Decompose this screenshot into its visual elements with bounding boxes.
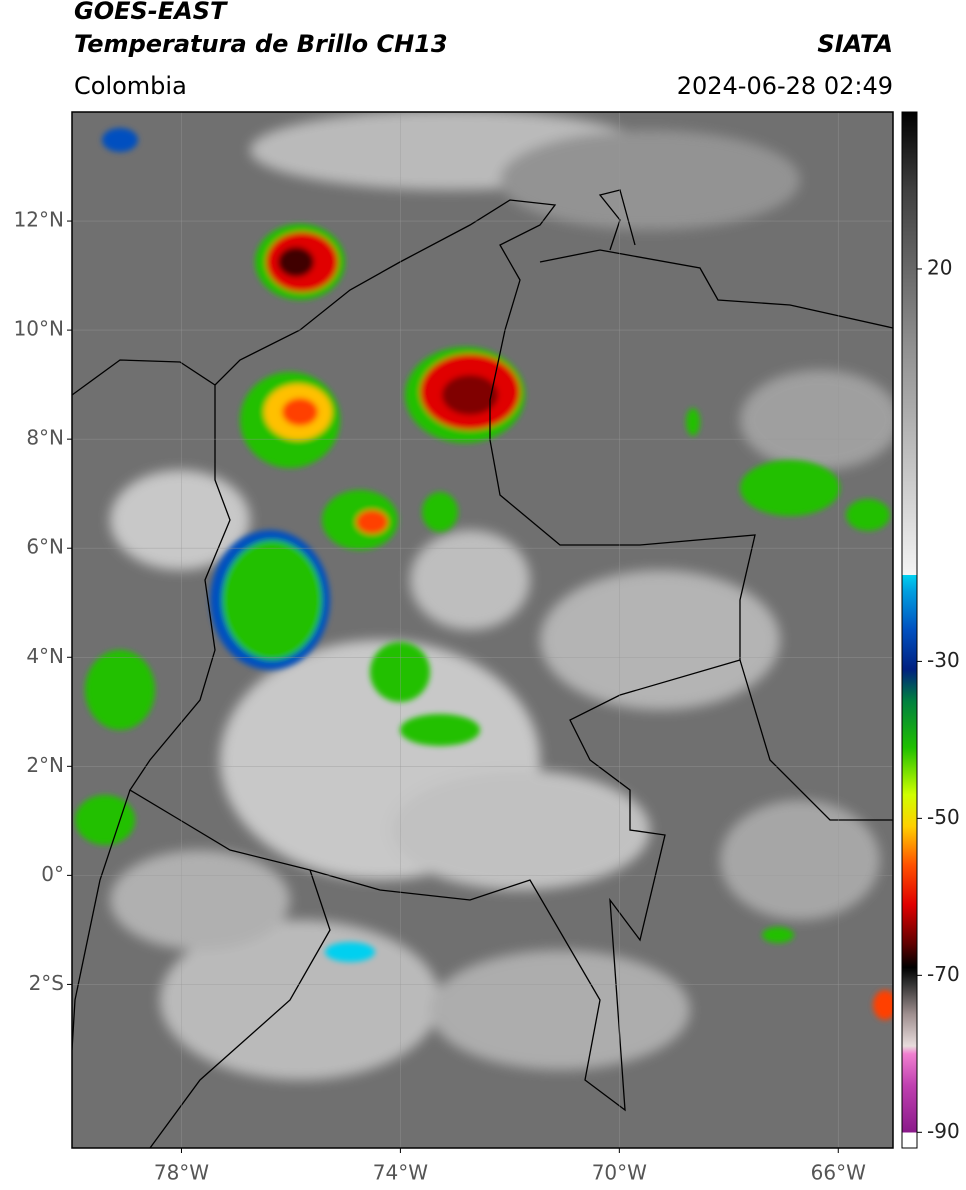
map-frame: [71, 111, 894, 1149]
y-tick-label: 2°S: [29, 971, 64, 995]
colorbar-tick-label: -70: [927, 962, 960, 986]
y-tick-label: 6°N: [26, 535, 64, 559]
colorbar-fill: [901, 111, 918, 1149]
grid: 12°N 10°N 8°N 6°N 4°N 2°N 0° 2°S 78°W 74°W 70°W 66°…: [14, 112, 893, 1185]
y-tick-label: 0°: [41, 862, 64, 886]
colorbar: 20 -30 -50 -70 -90: [901, 111, 960, 1149]
datetime: 2024-06-28 02:49: [677, 72, 893, 100]
y-tick-label: 2°N: [26, 753, 64, 777]
x-tick-label: 74°W: [373, 1161, 428, 1185]
y-tick-label: 12°N: [14, 208, 64, 232]
colorbar-tick-label: 20: [927, 255, 952, 279]
colorbar-tick-label: -90: [927, 1119, 960, 1143]
x-tick-label: 70°W: [592, 1161, 647, 1185]
colorbar-tick-label: -30: [927, 648, 960, 672]
satellite: GOES-EAST: [74, 0, 228, 25]
x-tick-label: 78°W: [154, 1161, 209, 1185]
x-tick-label: 66°W: [811, 1161, 866, 1185]
imagery: [72, 112, 893, 1148]
region: Colombia: [74, 72, 187, 100]
product: Temperatura de Brillo CH13: [74, 30, 448, 58]
y-tick-label: 4°N: [26, 644, 64, 668]
y-tick-label: 10°N: [14, 317, 64, 341]
source: SIATA: [817, 30, 893, 58]
y-tick-label: 8°N: [26, 426, 64, 450]
colorbar-tick-label: -50: [927, 805, 960, 829]
